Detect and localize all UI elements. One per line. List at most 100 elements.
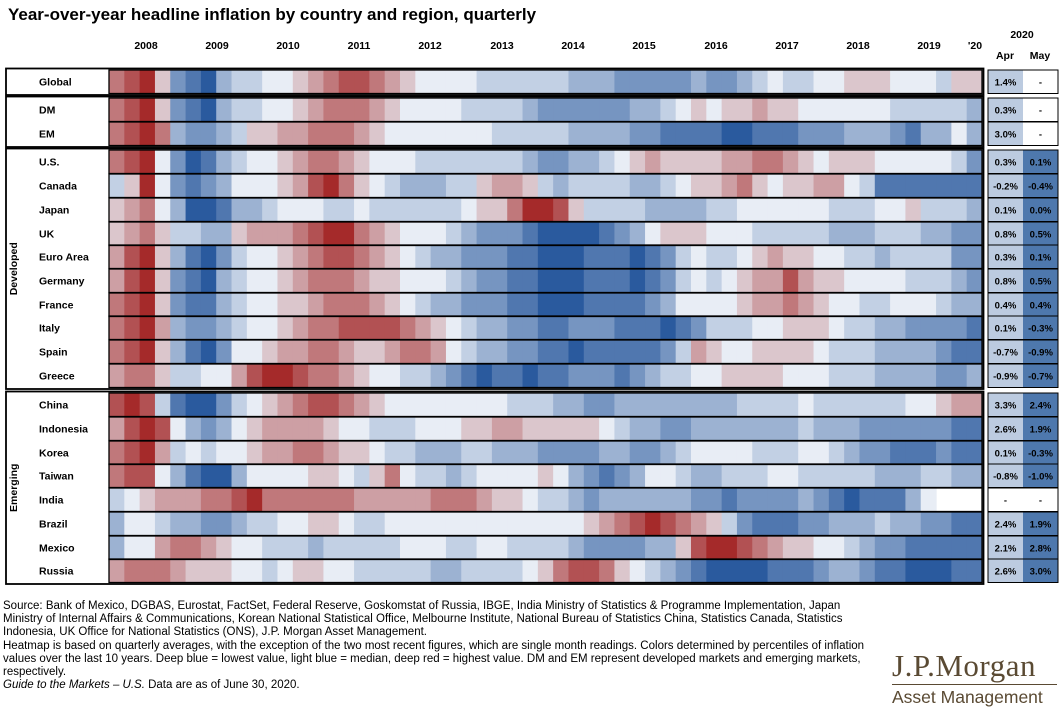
heatmap-cell — [966, 364, 983, 388]
heatmap-cell — [736, 222, 753, 246]
heatmap-cell — [262, 393, 279, 417]
heatmap-cell — [905, 364, 922, 388]
heatmap-cell — [675, 150, 692, 174]
heatmap-cell — [262, 417, 279, 441]
heatmap-cell — [262, 559, 279, 583]
heatmap-cell — [461, 70, 478, 94]
heatmap-cell — [384, 488, 401, 512]
heatmap-cell — [583, 316, 600, 340]
heatmap-cell — [537, 316, 554, 340]
heatmap-cell — [262, 316, 279, 340]
heatmap-cell — [844, 364, 861, 388]
heatmap-cell — [890, 269, 907, 293]
heatmap-cell — [767, 488, 784, 512]
heatmap-cell — [323, 393, 340, 417]
heatmap-cell — [859, 70, 876, 94]
heatmap-cell — [951, 293, 968, 317]
heatmap-cell — [706, 198, 723, 222]
heatmap-cell — [859, 174, 876, 198]
heatmap-cell — [721, 245, 738, 269]
heatmap-cell — [798, 222, 815, 246]
heatmap-cell — [874, 150, 891, 174]
heatmap-cell — [262, 512, 279, 536]
heatmap-cell — [599, 198, 616, 222]
heatmap-cell — [736, 441, 753, 465]
heatmap-cell — [890, 150, 907, 174]
heatmap-cell — [874, 222, 891, 246]
heatmap-cell — [200, 340, 217, 364]
heatmap-cell — [231, 98, 248, 122]
heatmap-cell — [124, 98, 141, 122]
heatmap-cell — [951, 364, 968, 388]
heatmap-cell — [920, 245, 937, 269]
heatmap-cell — [629, 174, 646, 198]
heatmap-cell — [844, 150, 861, 174]
heatmap-cell — [844, 393, 861, 417]
heatmap-cell — [553, 364, 570, 388]
heatmap-cell — [292, 364, 309, 388]
heatmap-cell — [384, 559, 401, 583]
heatmap-cell — [936, 464, 952, 488]
heatmap-cell — [200, 316, 217, 340]
heatmap-cell — [874, 245, 891, 269]
heatmap-cell — [354, 488, 370, 512]
heatmap-cell — [461, 316, 478, 340]
heatmap-cell — [859, 150, 876, 174]
heatmap-cell — [262, 441, 279, 465]
side-cell-border — [987, 121, 1059, 146]
heatmap-cell — [338, 488, 355, 512]
heatmap-cell — [292, 245, 309, 269]
heatmap-cell — [109, 245, 125, 269]
side-column-label: May — [1030, 50, 1051, 62]
heatmap-cell — [553, 174, 570, 198]
heatmap-cell — [185, 393, 202, 417]
apr-value: -0.8% — [993, 472, 1018, 483]
logo-subtitle: Asset Management — [892, 684, 1057, 707]
heatmap-cell — [828, 536, 845, 560]
heatmap-cell — [736, 512, 753, 536]
heatmap-cell — [277, 222, 294, 246]
heatmap-cell — [798, 512, 815, 536]
heatmap-cell — [400, 245, 416, 269]
heatmap-cell — [338, 198, 355, 222]
heatmap-cell — [568, 393, 585, 417]
may-cell — [1023, 441, 1058, 465]
heatmap-cell — [629, 464, 646, 488]
heatmap-cell — [507, 417, 524, 441]
heatmap-cell — [813, 316, 830, 340]
side-cell-border — [987, 558, 1059, 583]
heatmap-cell — [660, 98, 677, 122]
heatmap-cell — [553, 441, 570, 465]
heatmap-cell — [445, 536, 462, 560]
heatmap-cell — [200, 559, 217, 583]
heatmap-cell — [415, 559, 432, 583]
heatmap-cell — [890, 316, 907, 340]
heatmap-cell — [246, 98, 263, 122]
heatmap-cell — [874, 98, 891, 122]
heatmap-cell — [782, 340, 799, 364]
heatmap-cell — [537, 222, 554, 246]
heatmap-cell — [844, 245, 861, 269]
may-value: 1.9% — [1030, 520, 1052, 531]
heatmap-cell — [828, 364, 845, 388]
may-value: 3.0% — [1030, 567, 1052, 578]
jpmorgan-logo: J.P.Morgan Asset Management — [892, 650, 1057, 707]
heatmap-cell — [338, 393, 355, 417]
heatmap-cell — [400, 293, 416, 317]
heatmap-cell — [369, 122, 386, 146]
may-value: - — [1039, 130, 1042, 141]
heatmap-cell — [890, 198, 907, 222]
heatmap-cell — [139, 464, 156, 488]
heatmap-cell — [920, 316, 937, 340]
heatmap-cell — [568, 150, 585, 174]
year-tick-label: 2009 — [205, 40, 229, 52]
heatmap-cell — [736, 488, 753, 512]
heatmap-cell — [124, 536, 141, 560]
heatmap-cell — [369, 340, 386, 364]
heatmap-cell — [614, 70, 631, 94]
heatmap-cell — [675, 245, 692, 269]
heatmap-cell — [614, 222, 631, 246]
heatmap-cell — [124, 198, 141, 222]
heatmap-cell — [522, 150, 539, 174]
year-tick-label: 2019 — [917, 40, 941, 52]
